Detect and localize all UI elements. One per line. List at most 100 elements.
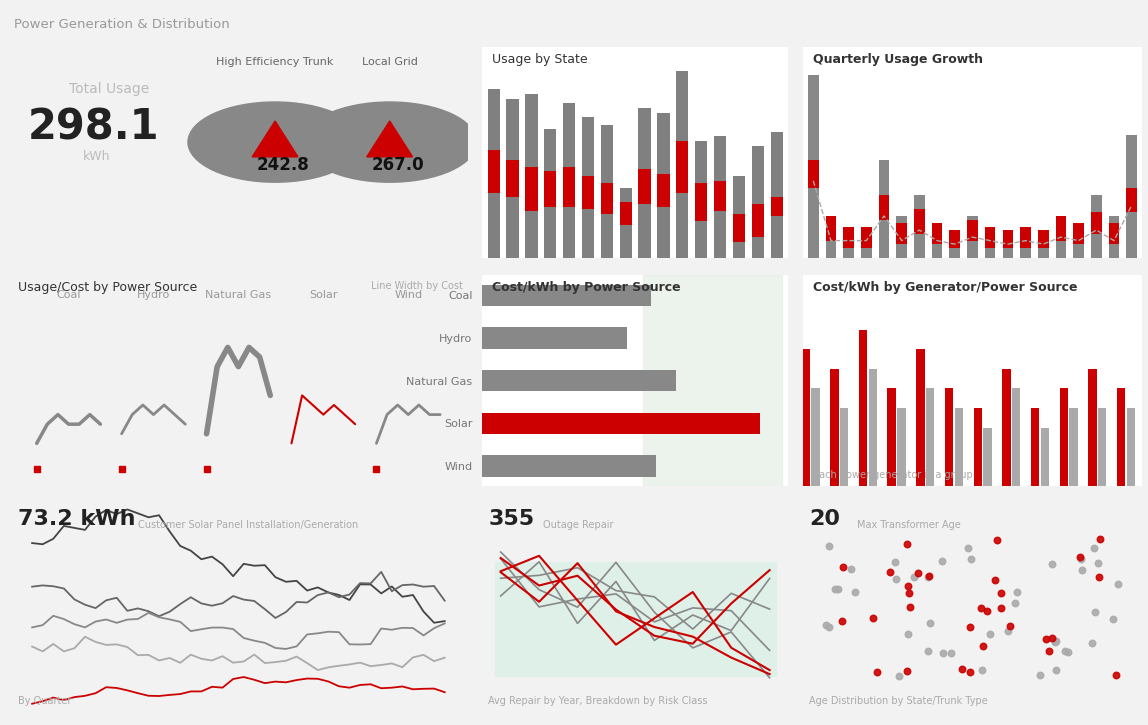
Bar bbox=[844, 226, 854, 248]
Bar bbox=[825, 216, 836, 258]
Point bbox=[890, 670, 908, 681]
Bar bbox=[844, 226, 854, 258]
Text: High Efficiency Trunk: High Efficiency Trunk bbox=[216, 57, 334, 67]
Bar bbox=[897, 216, 907, 258]
Point bbox=[1089, 571, 1108, 583]
Point bbox=[827, 584, 845, 595]
Point bbox=[999, 625, 1017, 637]
Bar bbox=[1117, 389, 1125, 486]
Point bbox=[1037, 633, 1055, 645]
Bar bbox=[1109, 223, 1119, 244]
Bar bbox=[482, 413, 760, 434]
Bar bbox=[840, 408, 848, 486]
Text: Avg Repair by Year, Breakdown by Risk Class: Avg Repair by Year, Breakdown by Risk Cl… bbox=[488, 696, 708, 705]
Point bbox=[1044, 558, 1062, 570]
Text: Local Grid: Local Grid bbox=[362, 57, 418, 67]
Bar bbox=[859, 330, 867, 486]
Point bbox=[1046, 636, 1064, 647]
Point bbox=[886, 556, 905, 568]
Bar bbox=[770, 197, 783, 216]
Text: 298.1: 298.1 bbox=[28, 107, 160, 149]
Bar bbox=[714, 136, 727, 258]
Bar bbox=[695, 183, 707, 220]
Text: Wind: Wind bbox=[394, 291, 422, 300]
Bar bbox=[732, 176, 745, 258]
Point bbox=[900, 587, 918, 599]
Bar bbox=[887, 389, 895, 486]
Point bbox=[1042, 633, 1061, 645]
Bar bbox=[949, 230, 960, 248]
Point bbox=[1047, 664, 1065, 676]
Bar bbox=[1073, 223, 1084, 258]
Bar bbox=[482, 370, 676, 392]
Bar bbox=[676, 141, 689, 193]
Point bbox=[829, 583, 847, 594]
Point bbox=[920, 571, 938, 582]
Point bbox=[934, 647, 953, 658]
Bar bbox=[638, 169, 651, 204]
Point bbox=[974, 641, 992, 652]
Point bbox=[961, 666, 979, 678]
Point bbox=[1086, 606, 1104, 618]
Point bbox=[1058, 646, 1077, 658]
Bar bbox=[1091, 195, 1102, 258]
Point bbox=[943, 647, 961, 659]
Text: Usage by State: Usage by State bbox=[491, 54, 587, 67]
Point bbox=[953, 663, 971, 675]
Bar bbox=[638, 108, 651, 258]
Text: 242.8: 242.8 bbox=[257, 157, 310, 174]
Bar bbox=[916, 349, 924, 486]
Bar bbox=[812, 389, 820, 486]
Point bbox=[986, 574, 1004, 586]
Text: Quarterly Usage Growth: Quarterly Usage Growth bbox=[813, 54, 983, 67]
Point bbox=[1109, 578, 1127, 589]
Bar bbox=[945, 389, 953, 486]
Text: Natural Gas: Natural Gas bbox=[205, 291, 271, 300]
Point bbox=[921, 618, 939, 629]
Point bbox=[1107, 668, 1125, 680]
Bar bbox=[967, 220, 978, 241]
Bar bbox=[526, 94, 537, 258]
Bar bbox=[932, 223, 943, 244]
Bar bbox=[506, 160, 519, 197]
Text: kWh: kWh bbox=[83, 150, 110, 163]
Bar bbox=[898, 408, 906, 486]
Bar bbox=[544, 171, 557, 207]
Point bbox=[1047, 635, 1065, 647]
Text: 20: 20 bbox=[809, 510, 840, 529]
Point bbox=[978, 605, 996, 617]
Point bbox=[841, 563, 860, 575]
Bar bbox=[1041, 428, 1049, 486]
Point bbox=[820, 540, 838, 552]
Text: Customer Solar Panel Installation/Generation: Customer Solar Panel Installation/Genera… bbox=[138, 520, 358, 530]
Bar bbox=[582, 176, 595, 209]
Point bbox=[899, 580, 917, 592]
Bar bbox=[600, 183, 613, 214]
Point bbox=[1073, 564, 1092, 576]
Bar bbox=[676, 70, 689, 258]
Text: By Quarter: By Quarter bbox=[18, 696, 71, 705]
Bar bbox=[770, 131, 783, 258]
Bar bbox=[488, 89, 499, 258]
Bar bbox=[861, 226, 871, 248]
Bar bbox=[878, 195, 890, 220]
Text: Hydro: Hydro bbox=[137, 291, 170, 300]
Bar bbox=[1021, 226, 1031, 258]
Point bbox=[1104, 613, 1123, 624]
Text: Coal: Coal bbox=[56, 291, 80, 300]
Bar bbox=[506, 99, 519, 258]
Point bbox=[1091, 534, 1109, 545]
Text: Total Usage: Total Usage bbox=[69, 83, 149, 96]
Bar bbox=[600, 125, 613, 258]
Bar bbox=[830, 369, 838, 486]
Bar bbox=[914, 195, 925, 258]
Bar bbox=[658, 113, 669, 258]
Bar bbox=[1056, 216, 1066, 241]
Text: Max Transformer Age: Max Transformer Age bbox=[858, 520, 961, 530]
Point bbox=[898, 538, 916, 550]
Text: Power Generation & Distribution: Power Generation & Distribution bbox=[14, 18, 230, 31]
Bar bbox=[620, 188, 631, 258]
Bar bbox=[1038, 230, 1048, 258]
Bar bbox=[801, 349, 809, 486]
Point bbox=[1039, 645, 1057, 657]
